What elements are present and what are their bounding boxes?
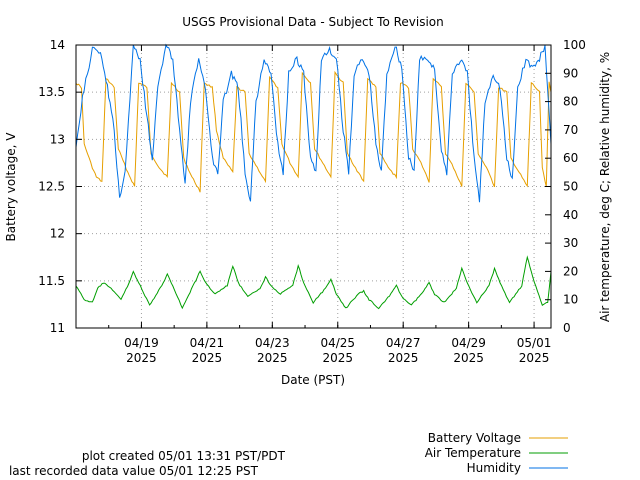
- x-tick-label: 04/23: [255, 336, 290, 350]
- x-axis-label: Date (PST): [281, 373, 345, 387]
- x-tick-label: 04/21: [190, 336, 225, 350]
- y-left-tick-label: 12: [50, 227, 65, 241]
- x-tick-label: 05/01: [517, 336, 552, 350]
- y-left-tick-label: 11.5: [38, 274, 65, 288]
- x-tick-year-label: 2025: [126, 351, 157, 365]
- y-right-tick-label: 20: [563, 264, 578, 278]
- y-left-tick-label: 13.5: [38, 85, 65, 99]
- series-group: [75, 43, 552, 310]
- plot-created-note: plot created 05/01 13:31 PST/PDT: [82, 449, 286, 463]
- x-tick-year-label: 2025: [257, 351, 288, 365]
- chart-title: USGS Provisional Data - Subject To Revis…: [182, 15, 444, 29]
- y-left-tick-label: 14: [50, 38, 65, 52]
- legend-label-humidity: Humidity: [467, 461, 521, 475]
- y-right-tick-label: 60: [563, 151, 578, 165]
- y-right-axis-label: Air temperature, deg C; Relative humidit…: [598, 52, 612, 322]
- x-tick-label: 04/25: [320, 336, 355, 350]
- y-left-tick-label: 12.5: [38, 180, 65, 194]
- legend-label-battery-voltage: Battery Voltage: [428, 431, 521, 445]
- x-tick-year-label: 2025: [322, 351, 353, 365]
- series-line-air-temperature: [75, 255, 552, 310]
- x-tick-year-label: 2025: [519, 351, 550, 365]
- y-left-axis-label: Battery voltage, V: [4, 132, 18, 242]
- last-recorded-note: last recorded data value 05/01 12:25 PST: [9, 464, 259, 478]
- ticks: 11 11.5 12 12.5 13 13.5 14 0 10 20 30 40 50 60 70 80 90 1…: [38, 38, 586, 365]
- y-right-tick-label: 50: [563, 180, 578, 194]
- y-right-tick-label: 70: [563, 123, 578, 137]
- x-tick-year-label: 2025: [453, 351, 484, 365]
- y-left-tick-label: 13: [50, 132, 65, 146]
- x-tick-year-label: 2025: [192, 351, 223, 365]
- x-tick-label: 04/29: [451, 336, 486, 350]
- series-line-humidity: [75, 43, 552, 203]
- x-tick-year-label: 2025: [388, 351, 419, 365]
- y-left-tick-label: 11: [50, 321, 65, 335]
- series-line-battery-voltage: [75, 70, 552, 193]
- y-right-tick-label: 90: [563, 66, 578, 80]
- y-right-tick-label: 40: [563, 208, 578, 222]
- legend-label-air-temperature: Air Temperature: [425, 446, 521, 460]
- x-tick-label: 04/19: [124, 336, 159, 350]
- legend: Battery Voltage Air Temperature Humidity: [425, 431, 568, 475]
- x-tick-label: 04/27: [386, 336, 421, 350]
- y-right-tick-label: 30: [563, 236, 578, 250]
- y-right-tick-label: 80: [563, 95, 578, 109]
- y-right-tick-label: 10: [563, 293, 578, 307]
- y-right-tick-label: 0: [563, 321, 571, 335]
- y-right-tick-label: 100: [563, 38, 586, 52]
